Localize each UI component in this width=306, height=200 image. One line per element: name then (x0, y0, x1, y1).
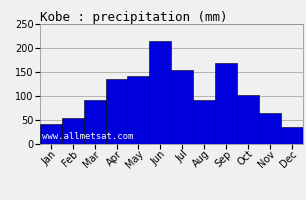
Bar (171, 70, 193, 144)
Bar (128, 76, 149, 144)
Bar (259, 113, 281, 144)
Bar (106, 79, 128, 144)
Bar (193, 100, 215, 144)
Bar (237, 95, 259, 144)
Bar (40, 124, 62, 144)
Bar (281, 127, 303, 144)
Text: Kobe : precipitation (mm): Kobe : precipitation (mm) (40, 11, 227, 24)
Bar (149, 41, 171, 144)
Text: www.allmetsat.com: www.allmetsat.com (43, 132, 134, 141)
Bar (84, 100, 106, 144)
Bar (215, 63, 237, 144)
Bar (62, 118, 84, 144)
